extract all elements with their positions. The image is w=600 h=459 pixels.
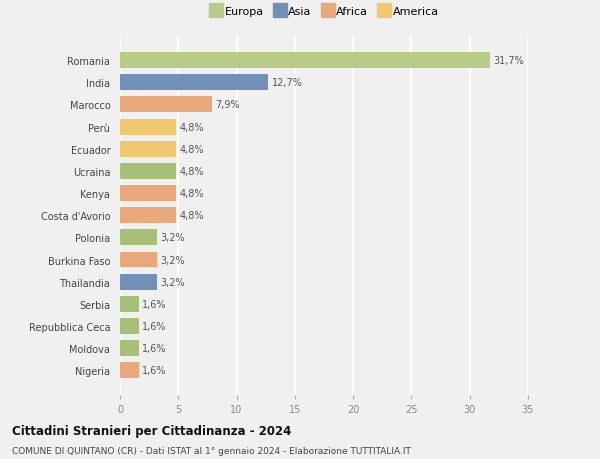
Text: 4,8%: 4,8% bbox=[179, 189, 204, 199]
Text: 12,7%: 12,7% bbox=[272, 78, 302, 88]
Text: 4,8%: 4,8% bbox=[179, 145, 204, 154]
Text: 1,6%: 1,6% bbox=[142, 343, 167, 353]
Text: 4,8%: 4,8% bbox=[179, 167, 204, 177]
Text: 1,6%: 1,6% bbox=[142, 365, 167, 375]
Bar bbox=[120, 274, 157, 290]
Bar bbox=[120, 230, 157, 246]
Bar bbox=[120, 119, 176, 135]
Text: 31,7%: 31,7% bbox=[493, 56, 524, 66]
Text: COMUNE DI QUINTANO (CR) - Dati ISTAT al 1° gennaio 2024 - Elaborazione TUTTITALI: COMUNE DI QUINTANO (CR) - Dati ISTAT al … bbox=[12, 447, 411, 455]
Bar bbox=[120, 75, 268, 91]
Text: 7,9%: 7,9% bbox=[215, 100, 240, 110]
Bar bbox=[120, 296, 139, 312]
Bar bbox=[120, 319, 139, 334]
Text: 3,2%: 3,2% bbox=[161, 233, 185, 243]
Bar bbox=[120, 341, 139, 356]
Bar bbox=[120, 185, 176, 202]
Text: 3,2%: 3,2% bbox=[161, 277, 185, 287]
Bar bbox=[120, 97, 212, 113]
Text: Cittadini Stranieri per Cittadinanza - 2024: Cittadini Stranieri per Cittadinanza - 2… bbox=[12, 424, 292, 437]
Bar bbox=[120, 141, 176, 157]
Text: 3,2%: 3,2% bbox=[161, 255, 185, 265]
Bar bbox=[120, 208, 176, 224]
Text: 1,6%: 1,6% bbox=[142, 321, 167, 331]
Text: 4,8%: 4,8% bbox=[179, 122, 204, 132]
Bar bbox=[120, 163, 176, 179]
Text: 1,6%: 1,6% bbox=[142, 299, 167, 309]
Legend: Europa, Asia, Africa, America: Europa, Asia, Africa, America bbox=[209, 6, 439, 17]
Bar bbox=[120, 252, 157, 268]
Bar bbox=[120, 363, 139, 379]
Text: 4,8%: 4,8% bbox=[179, 211, 204, 221]
Bar bbox=[120, 53, 490, 69]
